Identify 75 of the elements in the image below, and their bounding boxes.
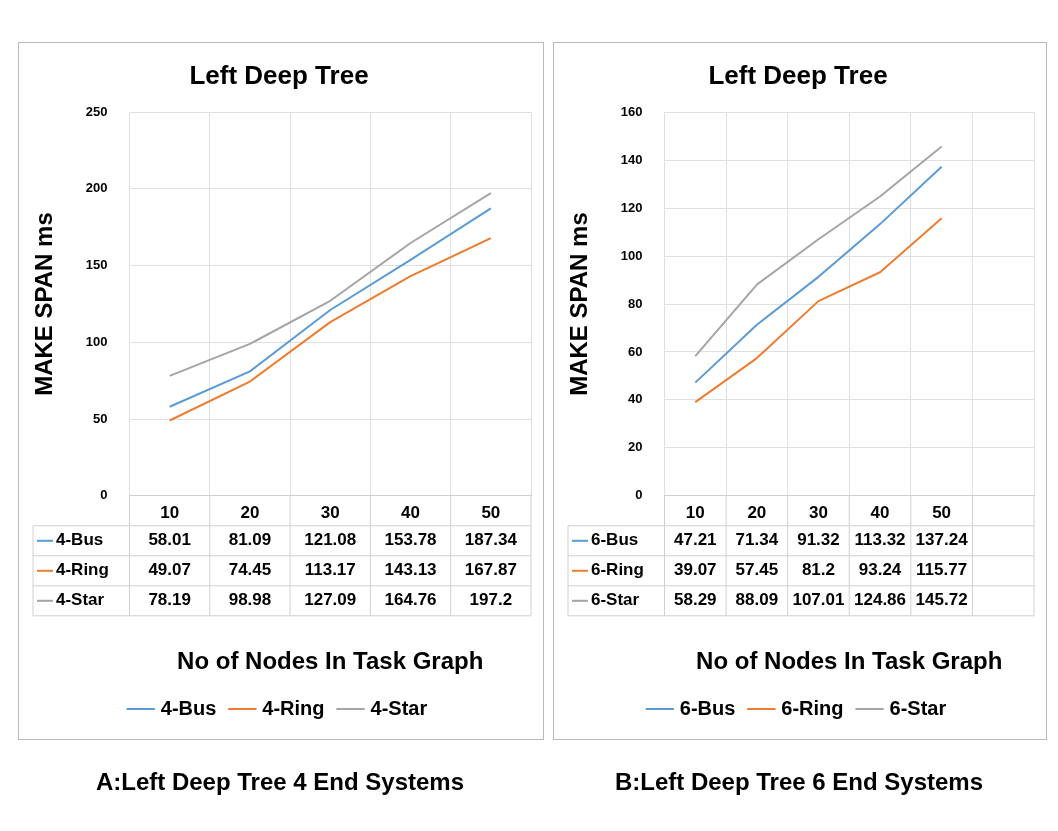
y-tick-label: 100 bbox=[620, 247, 643, 263]
x-tick-label: 20 bbox=[747, 502, 767, 522]
y-tick-label: 0 bbox=[635, 487, 643, 503]
data-label: 57.45 bbox=[735, 560, 779, 580]
data-label: 197.2 bbox=[469, 590, 513, 610]
x-tick-label: 10 bbox=[685, 502, 705, 522]
text: 6-Bus bbox=[679, 696, 736, 719]
data-label: 91.32 bbox=[797, 530, 840, 550]
x-axis-title: No of Nodes In Task Graph bbox=[696, 647, 1003, 675]
text: B:Left Deep Tree 6 End Systems bbox=[613, 768, 985, 796]
y-tick-label: 200 bbox=[85, 180, 108, 196]
text: 4-Ring bbox=[262, 696, 325, 719]
x-tick-label: 40 bbox=[870, 502, 890, 522]
text: 4-Star bbox=[370, 696, 428, 719]
data-label: 39.07 bbox=[674, 560, 717, 580]
data-label: 167.87 bbox=[464, 560, 517, 580]
x-axis-title: No of Nodes In Task Graph bbox=[177, 647, 484, 675]
data-label: 113.17 bbox=[304, 560, 356, 580]
data-label: 137.24 bbox=[915, 530, 969, 550]
x-tick-label: 10 bbox=[160, 502, 180, 522]
data-label: 127.09 bbox=[304, 590, 357, 610]
text: A:Left Deep Tree 4 End Systems bbox=[94, 768, 466, 796]
y-tick-label: 250 bbox=[85, 103, 108, 119]
data-label: 113.32 bbox=[854, 530, 906, 550]
data-label: 115.77 bbox=[916, 560, 968, 580]
y-tick-label: 160 bbox=[620, 103, 643, 119]
x-tick-label: 50 bbox=[481, 502, 501, 522]
data-label: 93.24 bbox=[858, 560, 902, 580]
legend-label: 6-Star bbox=[591, 590, 640, 610]
legend-label: 4-Ring bbox=[56, 560, 109, 580]
y-tick-label: 80 bbox=[628, 295, 643, 311]
data-label: 143.13 bbox=[384, 560, 437, 580]
data-label: 47.21 bbox=[674, 530, 717, 550]
data-label: 81.2 bbox=[801, 560, 835, 580]
data-label: 107.01 bbox=[792, 590, 845, 610]
y-tick-label: 150 bbox=[85, 257, 108, 273]
data-label: 164.76 bbox=[384, 590, 437, 610]
x-tick-label: 30 bbox=[320, 502, 340, 522]
y-tick-label: 140 bbox=[620, 151, 643, 167]
data-label: 81.09 bbox=[228, 530, 272, 550]
legend-label: 6-Ring bbox=[591, 560, 644, 580]
y-axis-title: MAKE SPAN ms bbox=[565, 212, 593, 396]
data-label: 88.09 bbox=[735, 590, 779, 610]
y-tick-label: 100 bbox=[85, 333, 108, 349]
data-label: 58.01 bbox=[148, 530, 191, 550]
data-label: 78.19 bbox=[148, 590, 191, 610]
x-tick-label: 50 bbox=[932, 502, 952, 522]
x-tick-label: 30 bbox=[808, 502, 828, 522]
y-tick-label: 40 bbox=[628, 391, 643, 407]
y-axis-title: MAKE SPAN ms bbox=[30, 212, 58, 396]
chart-title: Left Deep Tree bbox=[189, 59, 369, 90]
x-tick-label: 20 bbox=[240, 502, 260, 522]
chart-title: Left Deep Tree bbox=[708, 59, 888, 90]
x-tick-label: 40 bbox=[401, 502, 421, 522]
data-label: 153.78 bbox=[384, 530, 437, 550]
legend-label: 6-Bus bbox=[591, 530, 639, 550]
data-label: 145.72 bbox=[915, 590, 968, 610]
data-label: 71.34 bbox=[735, 530, 779, 550]
y-tick-label: 50 bbox=[93, 410, 108, 426]
data-label: 98.98 bbox=[228, 590, 272, 610]
data-label: 74.45 bbox=[228, 560, 272, 580]
text: 6-Ring bbox=[781, 696, 844, 719]
data-label: 124.86 bbox=[854, 590, 907, 610]
y-tick-label: 20 bbox=[628, 439, 643, 455]
y-tick-label: 60 bbox=[628, 343, 643, 359]
y-tick-label: 0 bbox=[100, 487, 108, 503]
legend-label: 4-Bus bbox=[56, 530, 104, 550]
legend-label: 4-Star bbox=[56, 590, 105, 610]
text: 6-Star bbox=[889, 696, 947, 719]
y-tick-label: 120 bbox=[620, 199, 643, 215]
data-label: 49.07 bbox=[148, 560, 191, 580]
data-label: 121.08 bbox=[304, 530, 357, 550]
text: 4-Bus bbox=[160, 696, 217, 719]
data-label: 58.29 bbox=[674, 590, 717, 610]
data-label: 187.34 bbox=[464, 530, 518, 550]
